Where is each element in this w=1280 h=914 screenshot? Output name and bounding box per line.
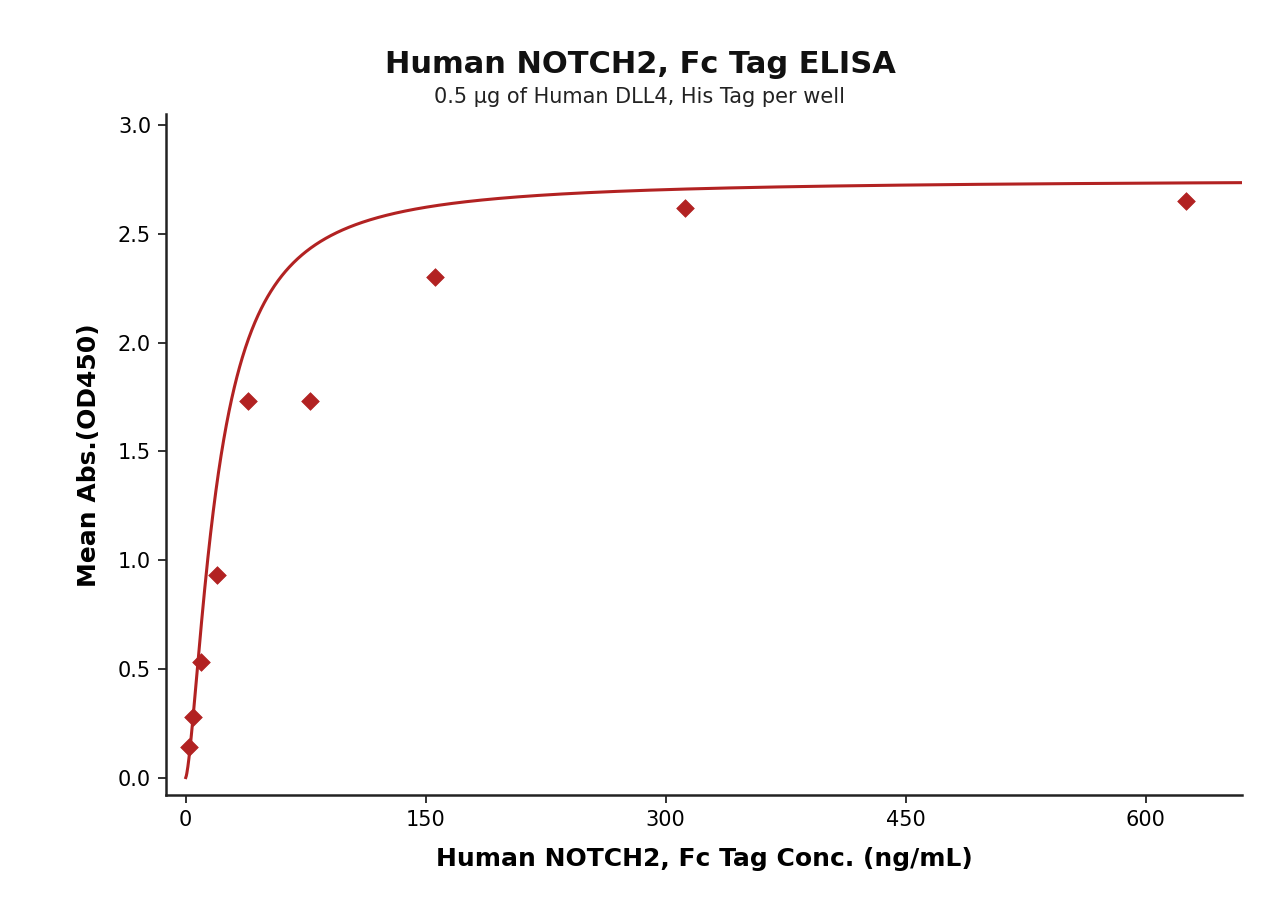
Point [183,709,204,724]
Point [179,740,200,755]
Point [1175,194,1196,208]
Point [425,271,445,285]
Point [675,200,695,215]
X-axis label: Human NOTCH2, Fc Tag Conc. (ng/mL): Human NOTCH2, Fc Tag Conc. (ng/mL) [435,847,973,871]
Point [191,655,211,670]
Text: 0.5 μg of Human DLL4, His Tag per well: 0.5 μg of Human DLL4, His Tag per well [434,87,846,107]
Y-axis label: Mean Abs.(OD450): Mean Abs.(OD450) [77,323,101,587]
Point [206,569,227,583]
Point [300,394,320,409]
Text: Human NOTCH2, Fc Tag ELISA: Human NOTCH2, Fc Tag ELISA [384,50,896,80]
Point [238,394,259,409]
